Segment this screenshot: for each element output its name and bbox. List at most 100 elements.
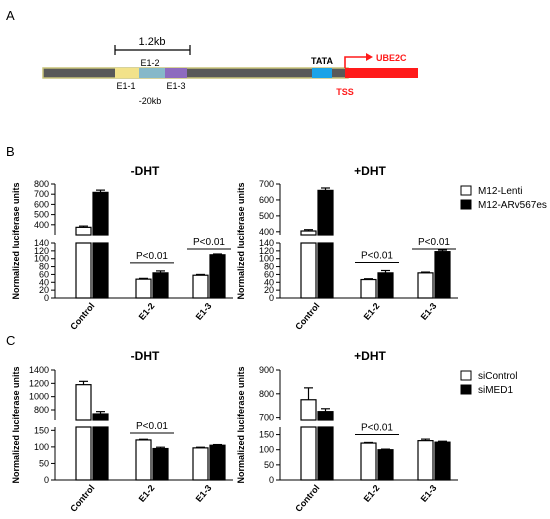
x-tick-label: E1-3: [419, 301, 439, 322]
legend-label-sicontrol: siControl: [478, 371, 517, 382]
bar-simed1: [209, 444, 226, 481]
y-tick-label: 1200: [29, 378, 49, 388]
x-tick-label: E1-2: [137, 483, 157, 504]
legend-b: M12-Lenti M12-ARv567es: [460, 185, 547, 211]
bar-m12-lenti-upper: [300, 230, 317, 236]
bar-m12-arv567es: [377, 272, 394, 299]
element-e1-2: [139, 68, 165, 78]
x-tick-label: Control: [293, 301, 321, 332]
y-tick-label: 120: [259, 246, 274, 256]
legend-label-simed1: siMED1: [478, 385, 513, 396]
y-tick-label: 60: [39, 269, 49, 279]
y-tick-label: 800: [34, 179, 49, 189]
y-tick-label: 900: [259, 365, 274, 375]
y-tick-label: 100: [34, 254, 49, 264]
x-tick-label: E1-2: [137, 301, 157, 322]
x-tick-label: E1-2: [362, 483, 382, 504]
bar-m12-lenti: [192, 274, 209, 299]
bar-m12-lenti: [75, 242, 92, 299]
y-tick-label: 20: [39, 285, 49, 295]
bar-m12-lenti: [417, 272, 434, 299]
y-tick-label: 40: [264, 277, 274, 287]
legend-label-m12-arv567es: M12-ARv567es: [478, 200, 547, 211]
p-value-label: P<0.01: [418, 237, 450, 248]
y-tick-label: 40: [39, 277, 49, 287]
bar-sicontrol-upper: [75, 384, 92, 421]
bar-m12-arv567es: [209, 254, 226, 299]
bar-sicontrol-upper: [300, 399, 317, 421]
distance-label: -20kb: [139, 96, 162, 106]
panel-label-b: B: [6, 144, 15, 159]
bar-m12-arv567es: [152, 272, 169, 299]
bar-sicontrol: [192, 447, 209, 481]
p-value-label: P<0.01: [136, 421, 168, 432]
x-tick-label: E1-3: [419, 483, 439, 504]
bar-sicontrol: [300, 426, 317, 481]
gene-schematic: 1.2kb E1-2 E1-1 E1-3 -20kb TATA UBE2C TS…: [42, 36, 418, 106]
y-tick-label: 100: [259, 445, 274, 455]
tata-box: [312, 68, 332, 78]
y-tick-label: 140: [34, 238, 49, 248]
bar-m12-lenti: [300, 242, 317, 299]
chart-title: +DHT: [354, 164, 386, 178]
y-tick-label: 50: [39, 458, 49, 468]
y-tick-label: 80: [39, 262, 49, 272]
element-e1-3: [165, 68, 187, 78]
element-label-e1-3: E1-3: [166, 81, 185, 91]
tss-arrowhead-icon: [366, 53, 373, 61]
y-tick-label: 140: [259, 238, 274, 248]
p-value-label: P<0.01: [193, 237, 225, 248]
bar-simed1: [152, 447, 169, 481]
y-tick-label: 100: [34, 442, 49, 452]
y-tick-label: 500: [259, 211, 274, 221]
element-label-e1-2: E1-2: [140, 58, 159, 68]
y-tick-label: 400: [259, 227, 274, 237]
bar-simed1: [92, 426, 109, 481]
y-tick-label: 500: [34, 210, 49, 220]
chart-c-plus-dht: +DHT Normalized luciferase units 700 800 900…: [236, 349, 458, 514]
tss-label: TSS: [336, 87, 354, 97]
bar-simed1: [377, 449, 394, 481]
y-tick-label: 50: [264, 460, 274, 470]
bar-m12-arv567es: [92, 242, 109, 299]
x-tick-label: E1-2: [362, 301, 382, 322]
y-tick-label: 150: [259, 430, 274, 440]
y-tick-label: 400: [34, 220, 49, 230]
legend-swatch-m12-arv567es: [460, 199, 472, 210]
x-tick-label: Control: [68, 483, 96, 514]
bar-simed1-upper: [317, 411, 334, 421]
genomic-track: [42, 67, 349, 79]
bar-m12-arv567es: [317, 242, 334, 299]
gene-label: UBE2C: [376, 53, 407, 63]
element-label-e1-1: E1-1: [116, 81, 135, 91]
y-tick-label: 700: [259, 413, 274, 423]
bar-sicontrol: [360, 442, 377, 481]
bar-sicontrol: [417, 440, 434, 481]
y-tick-label: 1000: [29, 392, 49, 402]
p-value-label: P<0.01: [361, 422, 393, 433]
chart-title: -DHT: [131, 164, 160, 178]
bar-sicontrol: [135, 439, 152, 481]
panel-label-a: A: [6, 8, 15, 23]
x-tick-label: E1-3: [194, 483, 214, 504]
y-tick-label: 800: [259, 389, 274, 399]
y-tick-label: 600: [259, 195, 274, 205]
legend-swatch-simed1: [460, 384, 472, 395]
bar-m12-arv567es-upper: [92, 191, 109, 236]
y-tick-label: 800: [34, 405, 49, 415]
scale-label: 1.2kb: [139, 36, 166, 48]
legend-c: siControl siMED1: [460, 370, 517, 396]
gene-body: [345, 68, 418, 78]
tss-arrow: [344, 56, 366, 68]
y-tick-label: 600: [34, 199, 49, 209]
y-tick-label: 80: [264, 262, 274, 272]
bar-simed1: [434, 441, 451, 481]
p-value-label: P<0.01: [361, 251, 393, 262]
bar-simed1: [317, 426, 334, 481]
y-tick-label: 700: [34, 189, 49, 199]
legend-label-m12-lenti: M12-Lenti: [478, 186, 522, 197]
